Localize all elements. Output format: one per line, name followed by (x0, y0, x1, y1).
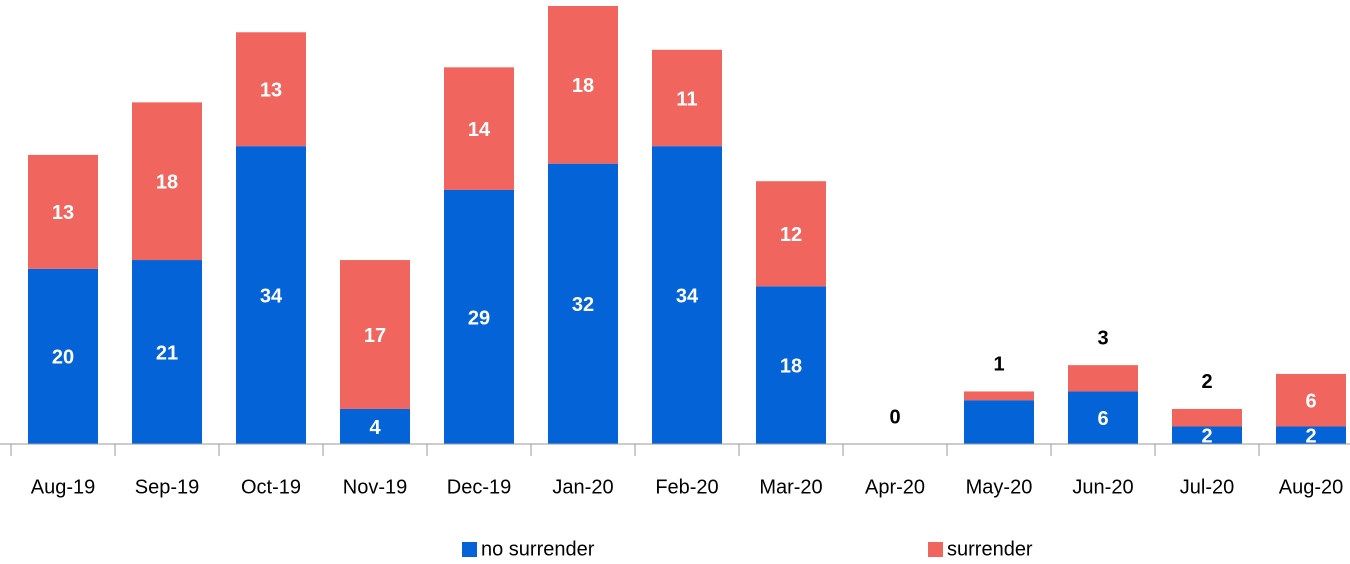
bar-segment (1276, 373, 1346, 427)
data-label: 34 (260, 285, 283, 307)
data-label: 2 (1201, 371, 1212, 393)
bar-segment (340, 408, 410, 444)
bar-segment (1276, 426, 1346, 444)
x-tick-label: Jun-20 (1072, 476, 1133, 498)
bar-segment (444, 67, 514, 190)
x-tick-label: Jan-20 (552, 476, 613, 498)
x-tick-label: Aug-19 (31, 476, 96, 498)
bar-segment (1068, 391, 1138, 444)
bar-segment (28, 268, 98, 444)
data-label: 29 (468, 307, 490, 329)
data-label: 13 (260, 80, 282, 102)
legend-swatch (928, 542, 943, 557)
data-label: 3 (1097, 327, 1108, 349)
x-tick-label: Sep-19 (135, 476, 200, 498)
x-tick-label: Jul-20 (1180, 476, 1234, 498)
data-label: 34 (676, 285, 699, 307)
bar-segment (132, 102, 202, 261)
bar-segment (652, 49, 722, 147)
bar-segment (964, 400, 1034, 444)
data-label: 6 (1305, 390, 1316, 412)
data-label: 20 (52, 347, 74, 369)
x-tick-label: Aug-20 (1279, 476, 1344, 498)
bar-segment (236, 146, 306, 444)
bar-segment (1172, 426, 1242, 444)
bar-segment (652, 146, 722, 444)
data-label: 18 (156, 171, 178, 193)
data-label: 14 (468, 119, 491, 141)
data-label: 1 (993, 354, 1004, 376)
x-tick-label: Dec-19 (447, 476, 511, 498)
legend-label: no surrender (481, 538, 595, 560)
bar-segment (1172, 408, 1242, 427)
bar-segment (756, 286, 826, 444)
x-tick-label: Nov-19 (343, 476, 407, 498)
data-label: 17 (364, 325, 386, 347)
legend-swatch (462, 542, 477, 557)
bar-segment (1068, 365, 1138, 392)
data-label: 0 (889, 406, 900, 428)
data-label: 11 (676, 88, 697, 110)
bar-segment (132, 260, 202, 444)
x-tick-label: Feb-20 (655, 476, 718, 498)
x-tick-label: Mar-20 (759, 476, 822, 498)
data-label: 12 (780, 224, 802, 246)
x-tick-label: May-20 (966, 476, 1033, 498)
x-tick-label: Oct-19 (241, 476, 301, 498)
bar-segment (340, 260, 410, 409)
data-label: 13 (52, 202, 74, 224)
legend-label: surrender (947, 538, 1033, 560)
bar-segment (548, 6, 618, 164)
bar-segment (548, 163, 618, 444)
data-label: 21 (156, 342, 178, 364)
bar-segment (236, 32, 306, 147)
data-label: 2 (1305, 426, 1316, 448)
data-label: 32 (572, 294, 594, 316)
data-label: 6 (1097, 408, 1108, 430)
bar-segment (444, 189, 514, 444)
bar-segment (756, 181, 826, 287)
x-tick-label: Apr-20 (865, 476, 925, 498)
data-label: 18 (572, 75, 594, 97)
data-label: 18 (780, 355, 802, 377)
bar-segment (28, 154, 98, 269)
bar-segment (964, 391, 1034, 401)
data-label: 2 (1201, 426, 1212, 448)
data-label: 4 (369, 417, 381, 439)
